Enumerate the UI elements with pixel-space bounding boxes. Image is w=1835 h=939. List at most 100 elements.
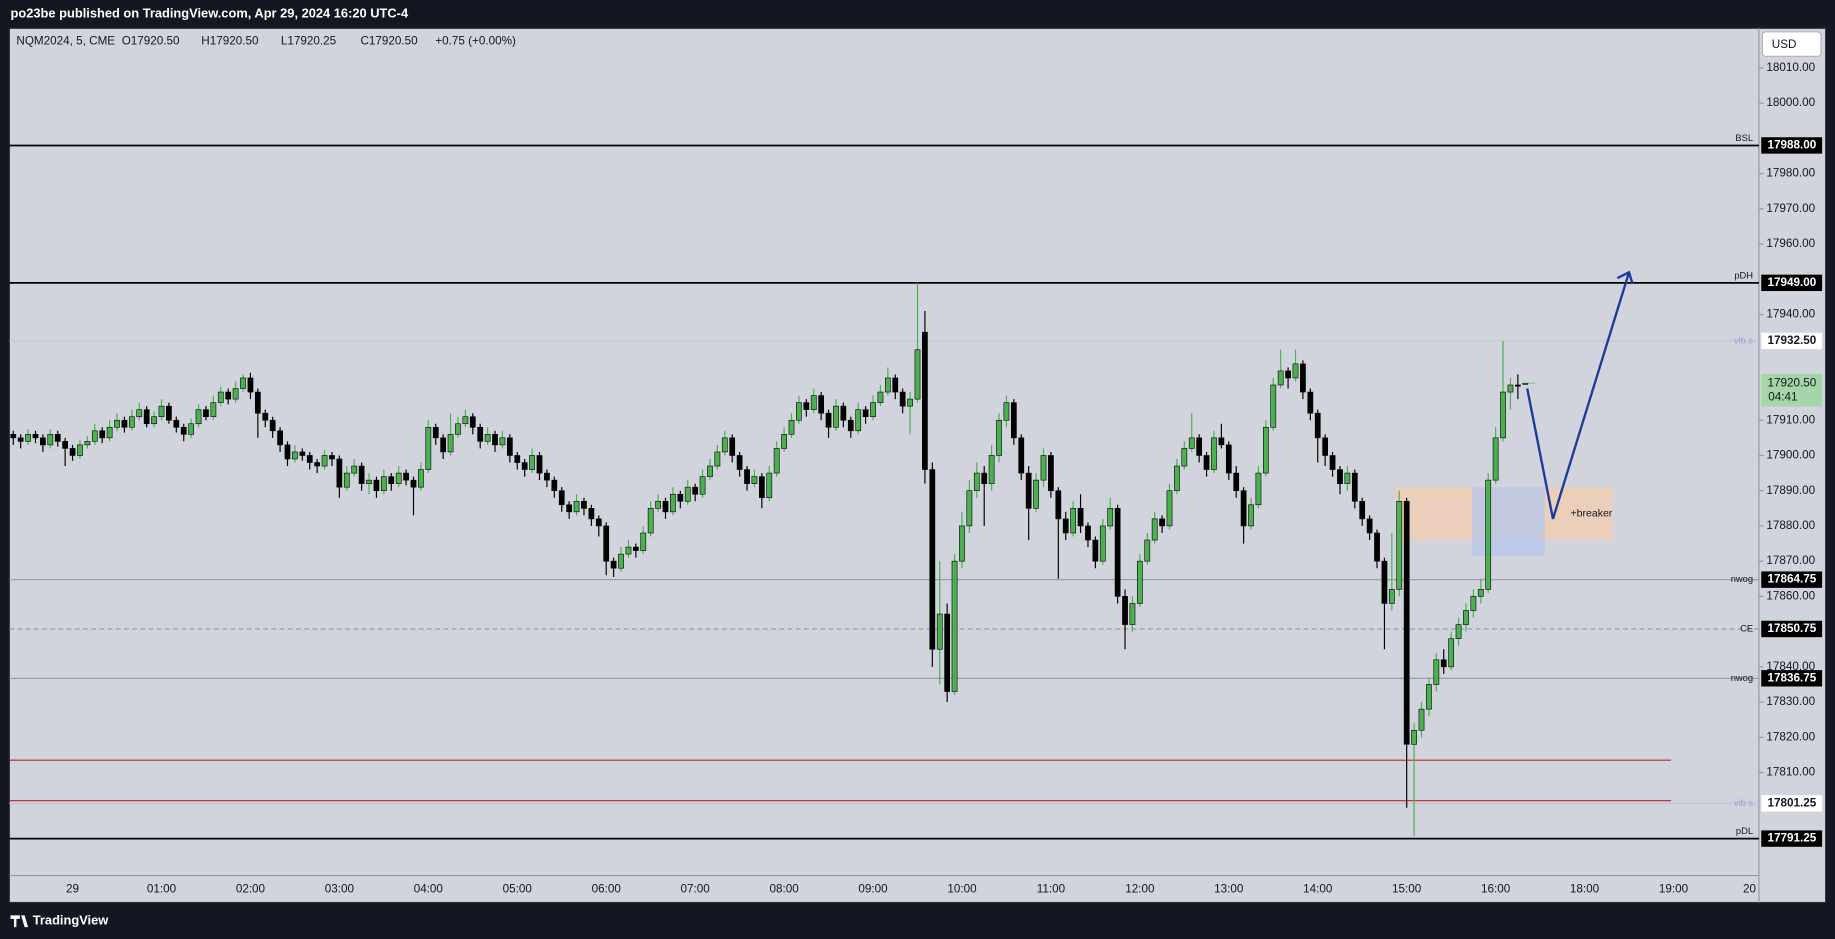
x-tick-label: 15:00 [1392,883,1422,896]
x-tick-label: 12:00 [1125,883,1155,896]
x-tick-label: 07:00 [681,883,711,896]
candle-body [558,490,565,506]
candle-body [1174,465,1180,491]
level-name: nwog [1731,673,1753,683]
candle-body [1262,426,1269,474]
candle-body [825,412,832,428]
ohlc-label: H17920.50 [201,34,259,47]
level-price-box [1761,830,1823,847]
candle-body [299,451,306,456]
candle-body [781,434,787,449]
candle-body [1107,508,1114,527]
candle-body [573,500,580,513]
level-price-label: 17836.75 [1768,671,1817,684]
level-price-label: 17791.25 [1768,832,1817,845]
level-price-box [1761,137,1823,154]
candle-body [1411,729,1417,745]
candle-body [640,532,647,551]
candle-body [707,465,713,477]
candle-body [1455,624,1462,639]
level-name: pDH [1734,270,1753,280]
x-tick-label: 13:00 [1214,883,1244,896]
candle-body [506,437,513,456]
y-tick-label: 18010.00 [1766,61,1815,74]
candle-body [618,553,624,569]
y-tick-label: 17910.00 [1766,413,1815,426]
candle-body [1359,500,1366,520]
candle-body [329,455,335,460]
currency-box[interactable] [1761,31,1822,57]
candle-body [106,426,113,439]
candle-body [410,479,417,488]
level-price-box [1761,571,1823,588]
level-name: CE [1740,623,1753,633]
candle-body [306,455,313,463]
candle-body [766,472,773,499]
candle-body [603,525,610,562]
candle-body [499,437,506,446]
candle-body [336,458,343,488]
level-name: pDL [1736,826,1753,836]
candle-body [232,388,239,400]
level-price-label: 17850.75 [1768,622,1817,635]
candle-body [1514,384,1521,387]
x-tick-label: 09:00 [858,883,888,896]
candle-body [395,472,402,484]
candle-body [1077,508,1084,527]
zone-label: +breaker [1571,507,1613,519]
candle-body [966,490,973,527]
zone [1472,487,1545,556]
candle-body [1381,560,1388,604]
candle-body [343,472,350,488]
level-name: nwog [1731,574,1753,584]
level-name: vib s [1734,798,1754,808]
candle-body [1426,684,1432,710]
x-tick-label: 20 [1743,883,1757,896]
candle-body [1129,603,1136,625]
candle-body [625,546,632,555]
candle-body [1492,437,1499,481]
candle-body [714,451,721,467]
projection-arrow [1526,271,1631,520]
y-tick-label: 17870.00 [1766,554,1815,567]
level-name: BSL [1735,133,1753,143]
candle-body [662,500,669,513]
x-tick-label: 03:00 [325,883,355,896]
y-tick-label: 17960.00 [1766,237,1815,250]
candle-body [240,377,246,389]
x-tick-label: 08:00 [769,883,799,896]
candle-body [1003,402,1010,421]
candle-body [944,613,951,692]
candle-body [1277,370,1284,386]
candle-body [551,479,558,491]
candle-body [1203,455,1210,470]
y-tick-label: 17880.00 [1766,519,1815,532]
candle-body [996,419,1002,456]
ohlc-label: +0.75 (+0.00%) [435,34,516,47]
footer-brand[interactable]: TradingView [33,913,110,928]
level-price-label: 17932.50 [1768,334,1817,347]
candle-body [1463,610,1469,625]
candle-body [914,349,921,400]
candle-body [884,377,891,393]
candle-body [432,426,439,439]
candle-body [610,560,617,569]
candle-body [1048,455,1054,491]
symbol: NQM2024, 5, CME [16,34,115,47]
candle-body [566,504,573,513]
candle-body [455,423,461,435]
y-tick-label: 18000.00 [1766,96,1815,109]
candle-body [922,331,928,470]
ohlc-label: L17920.25 [281,34,337,47]
candle-body [418,469,424,488]
candle-body [77,444,83,456]
candle-body [1500,391,1506,439]
candle-body [721,437,728,453]
candle-body [1211,437,1217,470]
candle-body [1396,500,1403,590]
x-tick-label: 02:00 [236,883,266,896]
level-price-box [1761,620,1823,638]
currency[interactable]: USD [1772,38,1797,51]
candle-body [1233,472,1240,491]
